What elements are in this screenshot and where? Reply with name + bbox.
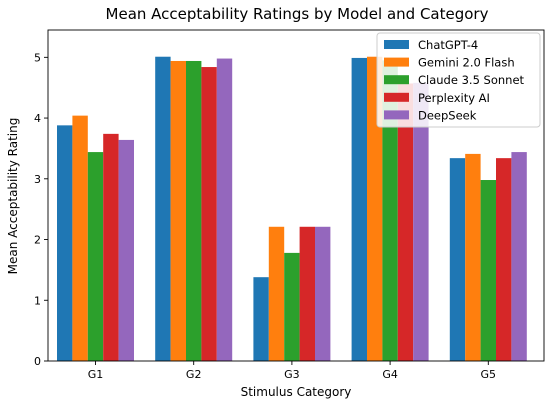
y-axis-label: Mean Acceptability Rating — [6, 118, 20, 275]
y-tick-label: 2 — [34, 234, 41, 247]
y-axis: 0 1 2 3 4 5 — [34, 51, 48, 368]
x-axis: G1 G2 G3 G4 G5 — [88, 361, 496, 381]
plot-frame — [47, 29, 545, 362]
legend-swatch — [384, 57, 409, 67]
bar — [103, 133, 119, 361]
bar — [253, 277, 269, 361]
bar — [268, 226, 285, 361]
y-tick-label: 0 — [34, 355, 41, 368]
legend-label: Perplexity AI — [418, 91, 490, 105]
bar — [351, 57, 367, 361]
legend-label: DeepSeek — [418, 108, 477, 122]
bar — [496, 158, 512, 361]
bar — [367, 56, 383, 362]
bar — [72, 115, 88, 362]
y-tick-label: 3 — [34, 173, 41, 186]
legend-swatch — [384, 110, 409, 120]
legend-label: ChatGPT-4 — [418, 38, 478, 52]
x-tick-label: G1 — [88, 368, 104, 381]
bar — [186, 60, 202, 362]
bars-group — [57, 56, 527, 362]
bar — [413, 82, 429, 361]
legend: ChatGPT-4 Gemini 2.0 Flash Claude 3.5 Sonn… — [376, 32, 541, 128]
bar — [201, 67, 217, 362]
bar — [155, 56, 171, 362]
bar — [465, 153, 481, 361]
y-tick-label: 1 — [34, 294, 41, 307]
bar — [449, 158, 466, 361]
legend-swatch — [384, 92, 409, 102]
x-tick-label: G5 — [481, 368, 497, 381]
legend-swatch — [384, 40, 409, 49]
bar — [118, 139, 134, 361]
legend-box — [376, 32, 541, 128]
bar — [382, 60, 398, 361]
bar — [170, 60, 186, 362]
bar — [480, 180, 496, 361]
x-tick-label: G4 — [382, 368, 398, 381]
bar — [87, 152, 104, 361]
x-tick-label: G2 — [186, 368, 202, 381]
bar — [397, 83, 414, 362]
bar — [315, 226, 331, 361]
legend-swatch — [384, 75, 409, 85]
legend-label: Claude 3.5 Sonnet — [418, 73, 525, 87]
bar — [511, 152, 527, 361]
y-tick-label: 5 — [34, 51, 41, 64]
legend-label: Gemini 2.0 Flash — [418, 56, 515, 70]
y-tick-label: 4 — [34, 112, 41, 125]
bar — [216, 58, 233, 361]
bar — [299, 226, 315, 361]
bar — [284, 252, 300, 361]
x-tick-label: G3 — [284, 368, 300, 381]
bar — [57, 125, 73, 361]
chart-title: Mean Acceptability Ratings by Model and … — [106, 5, 489, 23]
x-axis-label: Stimulus Category — [241, 385, 352, 399]
